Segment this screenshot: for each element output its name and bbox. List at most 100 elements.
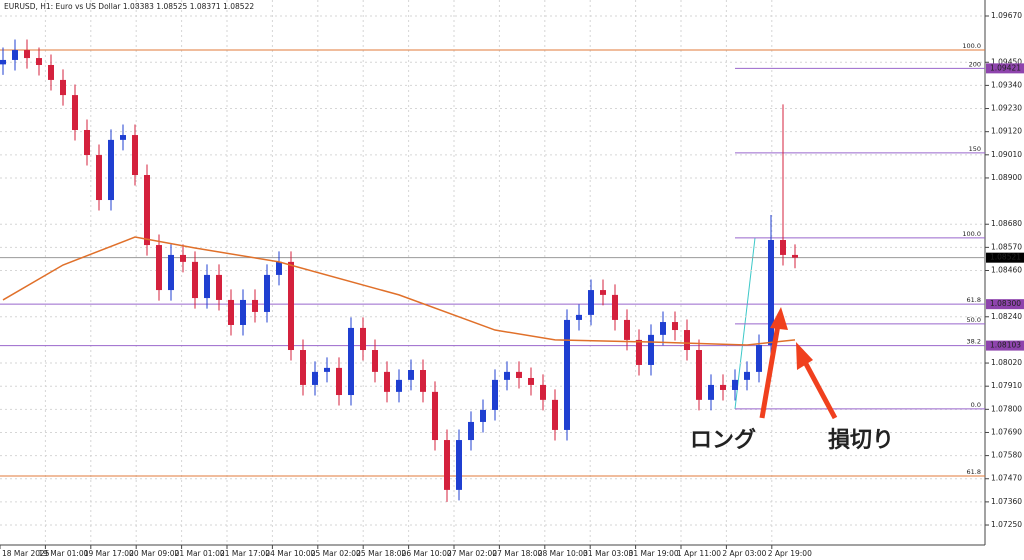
y-tick-label: 1.08460 bbox=[991, 266, 1022, 275]
candle-body bbox=[576, 314, 582, 320]
candle-body bbox=[624, 319, 630, 340]
candle-body bbox=[696, 350, 702, 400]
x-tick-label: 19 Mar 01:00 bbox=[38, 549, 88, 558]
level-label: 61.8 bbox=[967, 296, 981, 304]
x-tick-label: 27 Mar 18:00 bbox=[492, 549, 542, 558]
candle-body bbox=[684, 330, 690, 351]
candle-body bbox=[204, 274, 210, 299]
x-tick-label: 2 Apr 19:00 bbox=[768, 549, 812, 558]
candle-body bbox=[660, 322, 666, 335]
x-tick-label: 31 Mar 19:00 bbox=[629, 549, 679, 558]
candle-body bbox=[84, 129, 90, 156]
price-box bbox=[986, 340, 1024, 351]
candle-body bbox=[396, 379, 402, 392]
candle-body bbox=[60, 79, 66, 96]
level-label: 38.2 bbox=[967, 338, 981, 346]
candle-body bbox=[552, 399, 558, 430]
x-tick-label: 24 Mar 10:00 bbox=[265, 549, 315, 558]
candle-body bbox=[144, 175, 150, 246]
x-tick-label: 20 Mar 09:00 bbox=[129, 549, 179, 558]
y-tick-label: 1.08900 bbox=[991, 173, 1022, 182]
x-tick-label: 21 Mar 01:00 bbox=[175, 549, 225, 558]
candle-body bbox=[240, 299, 246, 325]
candle-body bbox=[348, 327, 354, 396]
candle-body bbox=[492, 379, 498, 410]
arrow-head bbox=[796, 342, 813, 370]
x-tick-label: 26 Mar 10:00 bbox=[402, 549, 452, 558]
annotation-stop: 損切り bbox=[828, 428, 894, 453]
arrow-long bbox=[759, 324, 781, 419]
y-tick-label: 1.09450 bbox=[991, 57, 1022, 66]
x-tick-label: 28 Mar 10:00 bbox=[538, 549, 588, 558]
candle-body bbox=[156, 245, 162, 291]
candle-body bbox=[36, 58, 42, 65]
candle-body bbox=[708, 384, 714, 400]
candle-body bbox=[792, 254, 798, 258]
candle-body bbox=[48, 64, 54, 80]
candle-body bbox=[564, 319, 570, 430]
candle-body bbox=[312, 371, 318, 385]
candle-body bbox=[168, 254, 174, 291]
price-box bbox=[986, 299, 1024, 310]
candle-body bbox=[108, 139, 114, 201]
y-tick-label: 1.07360 bbox=[991, 497, 1022, 506]
x-tick-label: 21 Mar 17:00 bbox=[220, 549, 270, 558]
y-tick-label: 1.07250 bbox=[991, 520, 1022, 529]
candle-body bbox=[288, 261, 294, 351]
candle-body bbox=[72, 95, 78, 130]
candle-body bbox=[744, 371, 750, 380]
candle-body bbox=[0, 59, 6, 65]
x-tick-label: 2 Apr 03:00 bbox=[722, 549, 766, 558]
y-tick-label: 1.08680 bbox=[991, 219, 1022, 228]
x-tick-label: 19 Mar 17:00 bbox=[84, 549, 134, 558]
candle-body bbox=[516, 371, 522, 378]
candle-body bbox=[528, 377, 534, 385]
candle-body bbox=[672, 322, 678, 331]
candle-body bbox=[336, 367, 342, 396]
candle-body bbox=[588, 290, 594, 315]
price-box-label: 1.08521 bbox=[990, 253, 1021, 262]
candle-body bbox=[468, 421, 474, 441]
candle-body bbox=[180, 254, 186, 262]
annotation-long: ロング bbox=[690, 427, 756, 453]
candle-body bbox=[276, 261, 282, 275]
x-tick-label: 1 Apr 11:00 bbox=[677, 549, 721, 558]
candle-body bbox=[444, 440, 450, 490]
level-label: 50.0 bbox=[967, 316, 981, 324]
level-label: 61.8 bbox=[967, 468, 981, 476]
y-tick-label: 1.07800 bbox=[991, 404, 1022, 413]
candle-body bbox=[384, 371, 390, 392]
y-tick-label: 1.08240 bbox=[991, 312, 1022, 321]
arrow-stop bbox=[802, 360, 838, 420]
level-label: 150 bbox=[969, 145, 981, 153]
price-box-label: 1.09421 bbox=[990, 63, 1021, 72]
price-box-label: 1.08300 bbox=[990, 299, 1021, 308]
x-tick-label: 18 Mar 2025 bbox=[2, 549, 50, 558]
candle-body bbox=[96, 155, 102, 201]
chart-title: EURUSD, H1: Euro vs US Dollar 1.08383 1.… bbox=[4, 2, 254, 11]
candle-body bbox=[648, 334, 654, 365]
y-tick-label: 1.08570 bbox=[991, 242, 1022, 251]
annotations: ロング 損切り bbox=[690, 307, 894, 453]
candle-body bbox=[264, 274, 270, 312]
y-tick-label: 1.07470 bbox=[991, 474, 1022, 483]
candle-body bbox=[360, 327, 366, 351]
candle-body bbox=[732, 379, 738, 390]
y-tick-label: 1.09120 bbox=[991, 127, 1022, 136]
candle-body bbox=[504, 371, 510, 380]
candle-body bbox=[120, 135, 126, 140]
candle-body bbox=[612, 294, 618, 320]
level-label: 200 bbox=[969, 60, 981, 68]
candle-body bbox=[228, 299, 234, 325]
candle-body bbox=[252, 299, 258, 312]
candle-body bbox=[636, 339, 642, 365]
candle-body bbox=[768, 240, 774, 345]
candle-body bbox=[408, 369, 414, 380]
candle-body bbox=[420, 369, 426, 392]
y-tick-label: 1.08020 bbox=[991, 358, 1022, 367]
x-tick-label: 31 Mar 03:00 bbox=[583, 549, 633, 558]
candle-body bbox=[24, 50, 30, 59]
y-tick-label: 1.09670 bbox=[991, 11, 1022, 20]
candle-body bbox=[12, 50, 18, 60]
